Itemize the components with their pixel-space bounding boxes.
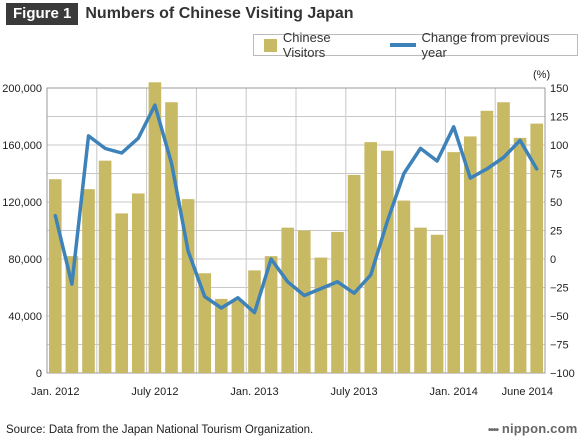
y-right-tick-label: 150: [550, 83, 568, 95]
bar-visitors: [148, 82, 162, 374]
y-right-tick-label: 50: [550, 197, 562, 209]
legend-item-change: Change from previous year: [389, 30, 577, 60]
bar-visitors: [231, 300, 245, 373]
chart-legend: Chinese Visitors Change from previous ye…: [253, 30, 578, 60]
bar-visitors: [297, 230, 311, 373]
plot-frame: [46, 87, 546, 374]
bar-visitors: [281, 227, 295, 373]
bar-visitors: [165, 102, 178, 373]
legend-label-change: Change from previous year: [421, 30, 550, 60]
bar-visitors: [98, 160, 112, 373]
bar-visitors: [380, 150, 394, 373]
x-tick-label: Jan. 2012: [31, 386, 79, 398]
figure-title: Numbers of Chinese Visiting Japan: [85, 5, 354, 22]
bar-visitors: [347, 174, 361, 373]
y-right-tick-label: −100: [550, 368, 575, 380]
x-tick-label: July 2012: [131, 386, 178, 398]
y-left-tick-label: 160,000: [2, 140, 42, 152]
legend-swatch-bar: [264, 38, 277, 52]
y-right-tick-label: 100: [550, 140, 568, 152]
x-tick-label: June 2014: [502, 386, 553, 398]
brand-dots: ••••: [488, 425, 499, 436]
y-left-tick-label: 200,000: [2, 83, 42, 95]
x-tick-label: Jan. 2013: [230, 386, 278, 398]
bar-visitors: [82, 189, 95, 373]
y-right-tick-label: −50: [550, 311, 569, 323]
bar-visitors: [447, 152, 461, 373]
bar-visitors: [48, 179, 62, 373]
y-left-tick-label: 80,000: [8, 254, 42, 266]
bar-visitors: [115, 213, 129, 373]
bar-visitors: [65, 256, 79, 373]
figure-label: Figure 1: [6, 3, 79, 25]
y-left-tick-label: 0: [36, 368, 42, 380]
bar-visitors: [480, 110, 494, 374]
bar-visitors: [214, 298, 228, 373]
legend-item-visitors: Chinese Visitors: [264, 30, 376, 60]
bar-visitors: [414, 227, 427, 373]
source-note: Source: Data from the Japan National Tou…: [6, 424, 314, 436]
y-right-tick-label: 75: [550, 169, 562, 181]
y-left-tick-label: 120,000: [2, 197, 42, 209]
bar-visitors: [530, 123, 544, 373]
brand-name: nippon.com: [501, 421, 578, 436]
y-left-tick-label: 40,000: [8, 311, 42, 323]
brand-logo: •••• nippon.com: [488, 421, 578, 436]
line-change-from-previous-year: [53, 103, 539, 315]
figure-title-bar: Figure 1 Numbers of Chinese Visiting Jap…: [6, 3, 354, 25]
y-right-tick-label: −75: [550, 340, 569, 352]
bar-visitors: [248, 270, 261, 373]
bar-visitors: [430, 234, 444, 373]
bar-visitors: [131, 193, 145, 373]
bar-visitors: [513, 137, 527, 373]
bar-visitors: [314, 257, 328, 373]
y-right-tick-label: 25: [550, 226, 562, 238]
y-right-tick-label: −25: [550, 283, 569, 295]
y-right-tick-label: 0: [550, 254, 556, 266]
x-tick-label: Jan. 2014: [430, 386, 478, 398]
bar-visitors: [497, 102, 510, 373]
bar-visitors: [463, 136, 477, 373]
y-right-unit-label: (%): [533, 69, 550, 81]
y-right-tick-label: 125: [550, 112, 568, 124]
bar-visitors: [331, 231, 344, 373]
bar-visitors: [264, 256, 278, 373]
bar-visitors: [397, 200, 411, 373]
x-tick-label: July 2013: [331, 386, 378, 398]
legend-label-visitors: Chinese Visitors: [282, 30, 331, 60]
legend-swatch-line: [389, 43, 416, 47]
bar-visitors: [364, 142, 378, 373]
